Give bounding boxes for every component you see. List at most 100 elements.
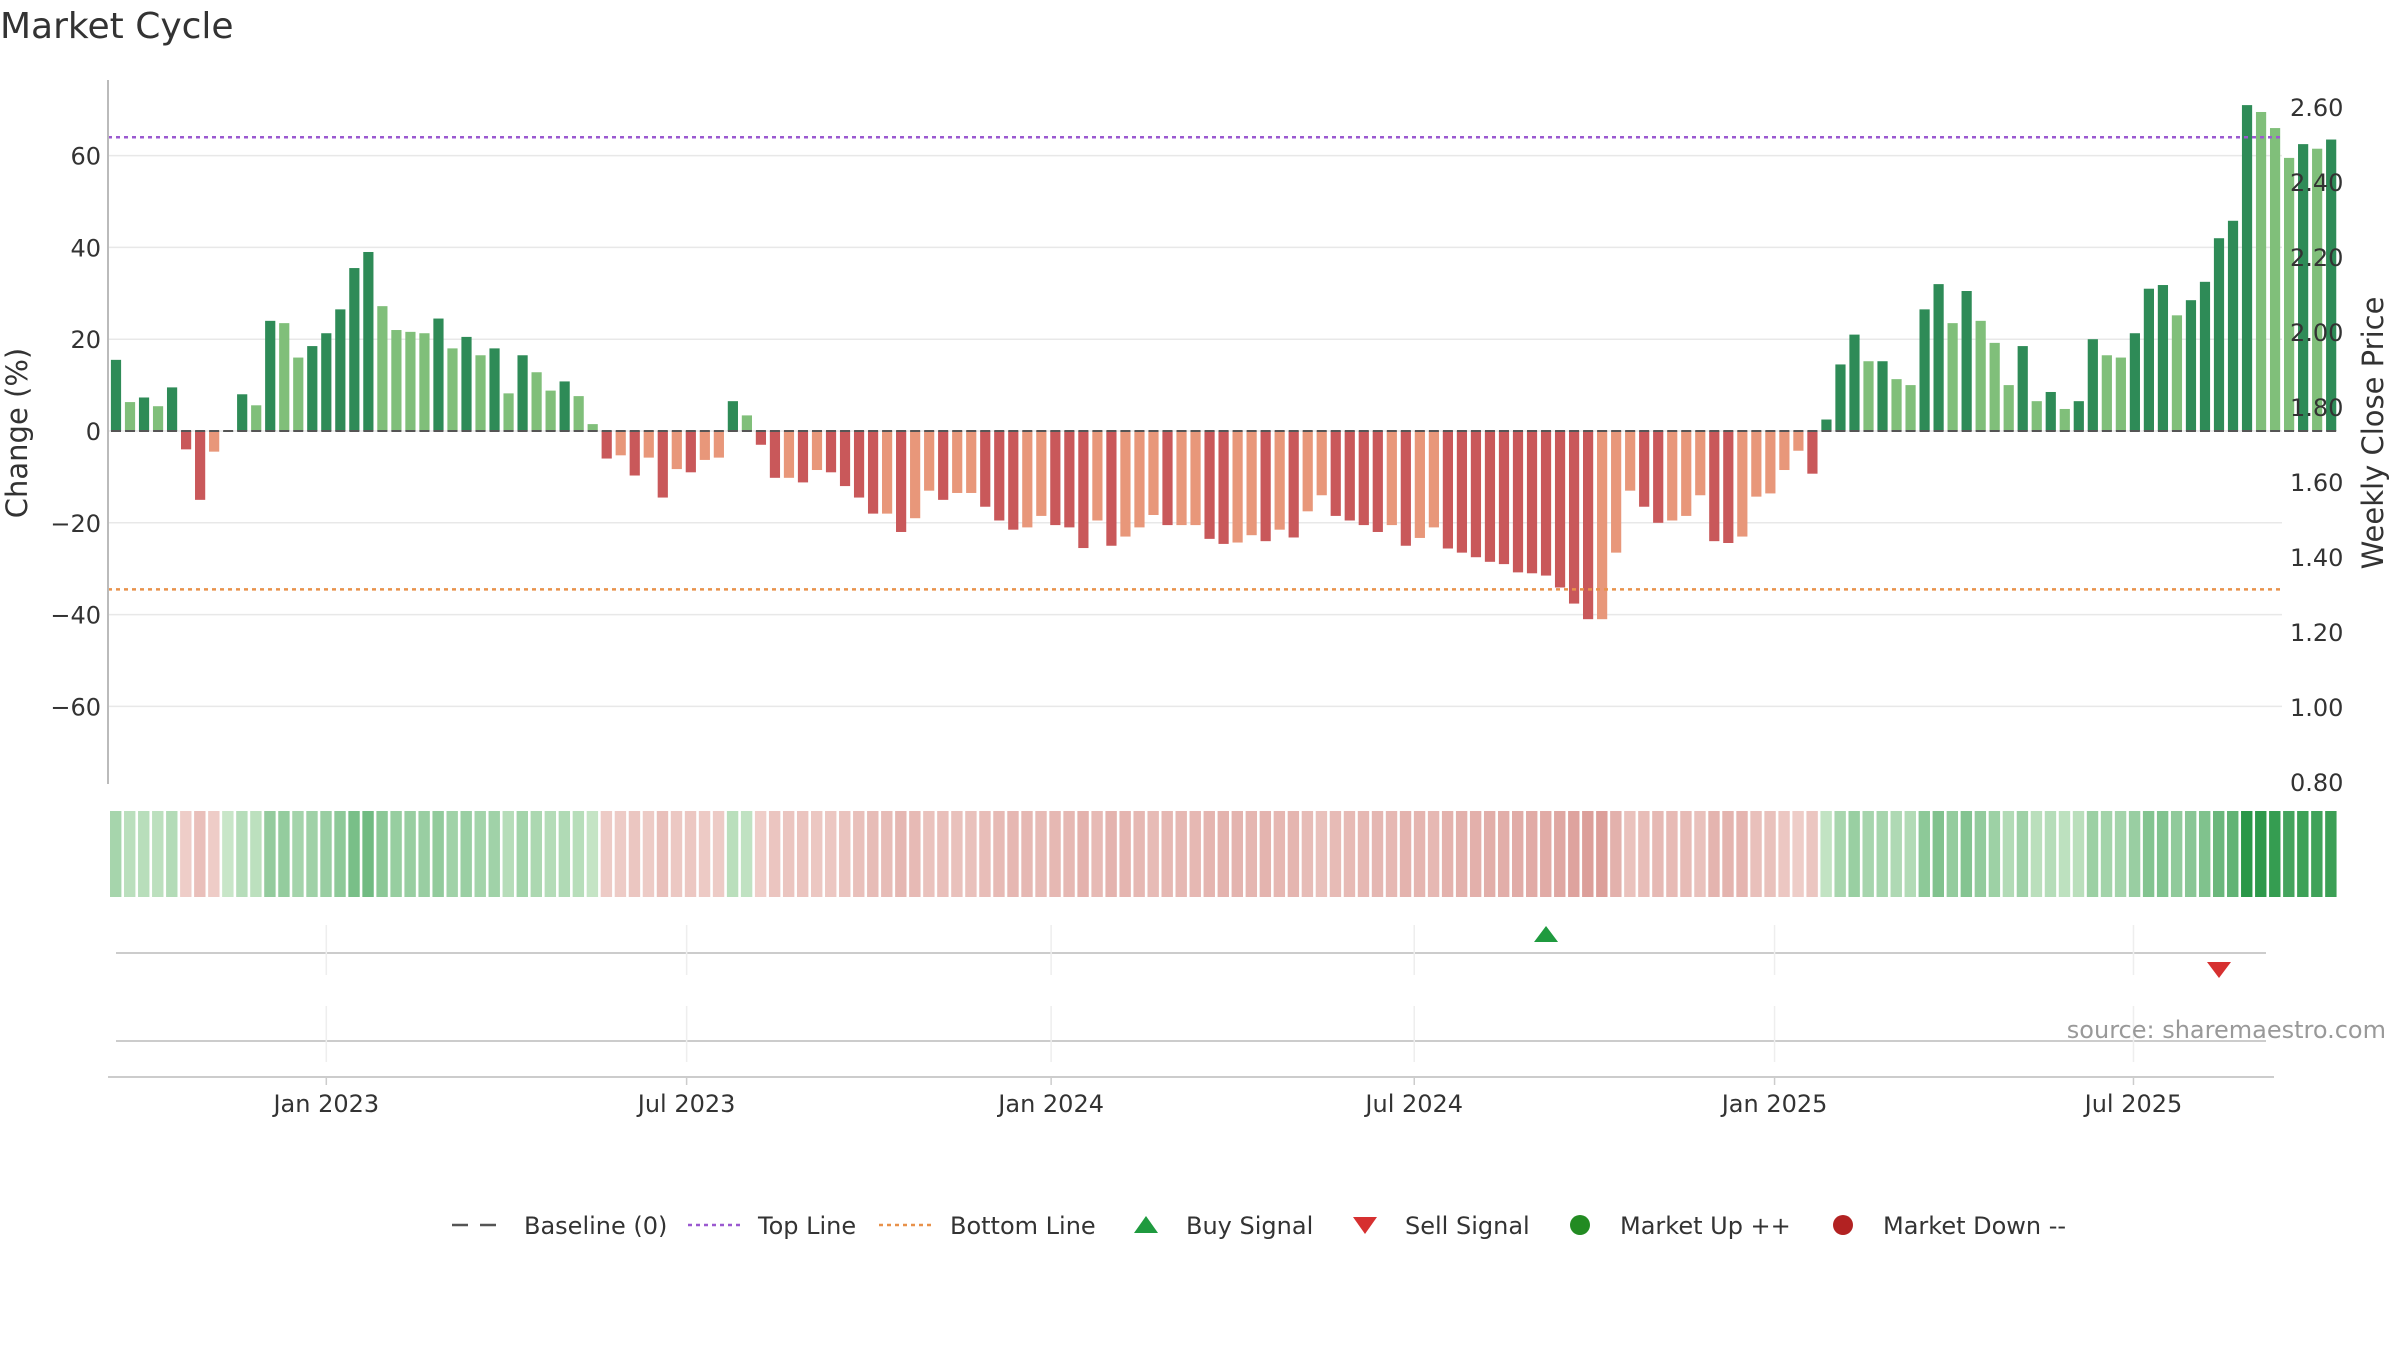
- bar: [1176, 431, 1187, 526]
- bar: [1246, 431, 1257, 536]
- heat-cell: [1652, 811, 1664, 897]
- bar: [1190, 431, 1201, 526]
- bar: [1148, 431, 1159, 515]
- bar: [966, 431, 977, 493]
- chart-title: Market Cycle: [0, 6, 234, 47]
- heat-cell: [1596, 811, 1608, 897]
- x-tick-label: Jul 2025: [2083, 1090, 2183, 1118]
- bar: [1540, 431, 1552, 576]
- y2-tick-label: 2.60: [2290, 94, 2343, 122]
- bar: [741, 415, 752, 431]
- legend-sell-signal: Sell Signal: [1353, 1212, 1530, 1240]
- bar: [1120, 431, 1131, 537]
- bar: [1498, 431, 1510, 565]
- heat-cell: [278, 811, 290, 897]
- heat-cell: [1890, 811, 1902, 897]
- bar: [1372, 431, 1383, 532]
- bar: [1891, 379, 1902, 431]
- y2-tick-label: 1.80: [2290, 394, 2343, 422]
- bar: [1260, 431, 1271, 542]
- heat-cell: [362, 811, 374, 897]
- bar: [2185, 300, 2197, 431]
- bar: [882, 431, 893, 514]
- bar: [867, 431, 879, 514]
- heat-cell: [670, 811, 683, 897]
- market-down-swatch: [1833, 1215, 1853, 1235]
- heat-cell: [2241, 811, 2253, 897]
- heat-cell: [839, 811, 851, 897]
- y2-axis-title: Weekly Close Price: [2356, 297, 2390, 570]
- y-tick-label: −60: [50, 693, 101, 721]
- heat-cell: [138, 811, 150, 897]
- bar: [1568, 431, 1580, 604]
- bar: [727, 401, 738, 431]
- bar: [2269, 128, 2281, 431]
- y2-tick-label: 2.00: [2290, 319, 2343, 347]
- bar: [1134, 431, 1145, 528]
- bar: [1975, 320, 1986, 431]
- bar: [391, 330, 402, 431]
- bar: [517, 355, 528, 431]
- source-text: source: sharemaestro.com: [2067, 1016, 2386, 1044]
- x-axis: Jan 2023 Jul 2023 Jan 2024 Jul 2024 Jan 2025…: [271, 1077, 2182, 1118]
- axes-layer: 60 40 20 0 −20 −40 −60 2.60 2.40 2.20 2.00 1.80 1.60…: [50, 80, 2343, 797]
- bar: [615, 431, 626, 456]
- heat-cell: [2283, 811, 2295, 897]
- heat-cell: [1988, 811, 2001, 897]
- heat-cell: [1469, 811, 1482, 897]
- bars-layer: [110, 105, 2337, 620]
- heat-cell: [1568, 811, 1580, 897]
- bar: [657, 431, 668, 498]
- heat-cell: [1371, 811, 1384, 897]
- bar: [2241, 105, 2253, 432]
- heat-cell: [1918, 811, 1930, 897]
- heat-cell: [1105, 811, 1117, 897]
- heat-cell: [2086, 811, 2099, 897]
- heat-cell: [1119, 811, 1131, 897]
- bar: [2213, 238, 2225, 431]
- y2-tick-label: 1.00: [2290, 694, 2343, 722]
- bar: [573, 396, 584, 431]
- bar: [2087, 339, 2098, 431]
- heat-cell: [250, 811, 262, 897]
- x-tick-label: Jul 2023: [636, 1090, 736, 1118]
- heat-cell: [572, 811, 585, 897]
- heat-strip: [110, 811, 2337, 897]
- heat-cell: [306, 811, 318, 897]
- bar: [2017, 346, 2028, 431]
- heat-cell: [1287, 811, 1300, 897]
- bar: [1821, 419, 1832, 431]
- heat-cell: [2156, 811, 2169, 897]
- heat-cell: [1091, 811, 1103, 897]
- heat-cell: [642, 811, 655, 897]
- heat-cell: [867, 811, 879, 897]
- buy-signal-marker: [1534, 926, 1559, 942]
- bar: [1484, 431, 1496, 562]
- bar: [110, 359, 122, 431]
- bar: [2045, 391, 2056, 431]
- bar: [1863, 361, 1874, 431]
- heat-cell: [334, 811, 346, 897]
- bar: [1036, 431, 1047, 516]
- heat-cell: [712, 811, 725, 897]
- heat-cell: [1035, 811, 1047, 897]
- bar: [1989, 342, 2000, 431]
- bar: [1078, 431, 1089, 549]
- bar: [811, 431, 823, 471]
- bar: [349, 268, 360, 431]
- heat-cell: [1021, 811, 1033, 897]
- heat-cell: [264, 811, 276, 897]
- bar: [1611, 431, 1622, 553]
- heat-cell: [1792, 811, 1804, 897]
- heat-cell: [1848, 811, 1860, 897]
- bar: [1933, 284, 1944, 431]
- bar: [307, 346, 318, 431]
- x-tick-label: Jan 2024: [996, 1090, 1104, 1118]
- heat-cell: [909, 811, 921, 897]
- heat-cell: [124, 811, 136, 897]
- heat-cell: [1455, 811, 1468, 897]
- heat-cell: [166, 811, 178, 897]
- bar: [335, 309, 346, 431]
- heat-cell: [1273, 811, 1286, 897]
